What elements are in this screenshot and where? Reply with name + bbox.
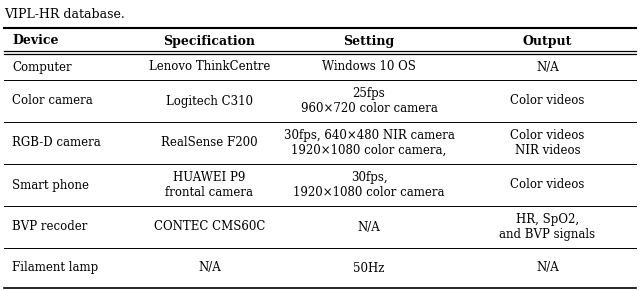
Text: N/A: N/A <box>358 220 380 233</box>
Text: Color videos: Color videos <box>510 179 585 191</box>
Text: Device: Device <box>12 35 59 48</box>
Text: Color videos: Color videos <box>510 95 585 108</box>
Text: Computer: Computer <box>12 61 72 73</box>
Text: Windows 10 OS: Windows 10 OS <box>322 61 416 73</box>
Text: 50Hz: 50Hz <box>353 262 385 275</box>
Text: Specification: Specification <box>163 35 255 48</box>
Text: BVP recoder: BVP recoder <box>12 220 88 233</box>
Text: Smart phone: Smart phone <box>12 179 90 191</box>
Text: 25fps
960×720 color camera: 25fps 960×720 color camera <box>301 87 437 115</box>
Text: N/A: N/A <box>198 262 221 275</box>
Text: 30fps,
1920×1080 color camera: 30fps, 1920×1080 color camera <box>293 171 445 199</box>
Text: N/A: N/A <box>536 262 559 275</box>
Text: CONTEC CMS60C: CONTEC CMS60C <box>154 220 265 233</box>
Text: HR, SpO2,
and BVP signals: HR, SpO2, and BVP signals <box>499 213 596 241</box>
Text: Color camera: Color camera <box>12 95 93 108</box>
Text: Setting: Setting <box>343 35 395 48</box>
Text: Logitech C310: Logitech C310 <box>166 95 253 108</box>
Text: Lenovo ThinkCentre: Lenovo ThinkCentre <box>148 61 270 73</box>
Text: 30fps, 640×480 NIR camera
1920×1080 color camera,: 30fps, 640×480 NIR camera 1920×1080 colo… <box>284 129 454 157</box>
Text: HUAWEI P9
frontal camera: HUAWEI P9 frontal camera <box>165 171 253 199</box>
Text: Filament lamp: Filament lamp <box>12 262 99 275</box>
Text: Color videos
NIR videos: Color videos NIR videos <box>510 129 585 157</box>
Text: RealSense F200: RealSense F200 <box>161 137 258 150</box>
Text: Output: Output <box>523 35 572 48</box>
Text: VIPL-HR database.: VIPL-HR database. <box>4 8 125 21</box>
Text: RGB-D camera: RGB-D camera <box>12 137 101 150</box>
Text: N/A: N/A <box>536 61 559 73</box>
